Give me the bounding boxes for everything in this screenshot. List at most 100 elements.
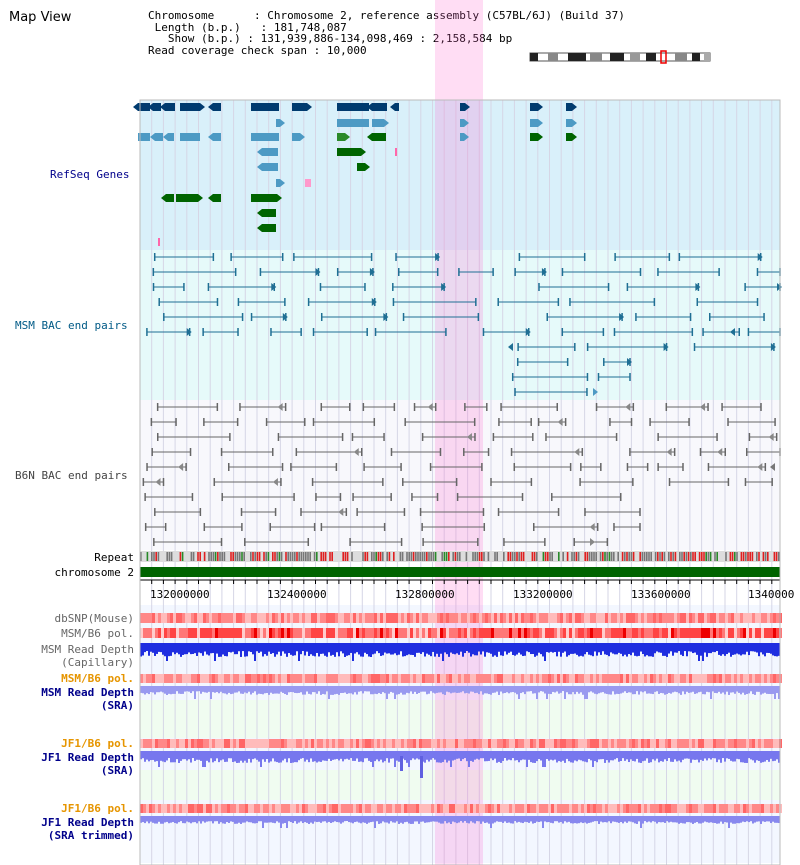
depth-bar <box>174 751 176 763</box>
depth-bar <box>628 686 630 693</box>
depth-bar <box>608 816 610 822</box>
depth-bar <box>158 643 160 652</box>
depth-bar <box>344 643 346 657</box>
depth-bar <box>504 686 506 693</box>
depth-bar <box>648 816 650 822</box>
heat-cell <box>548 739 551 748</box>
depth-bar <box>346 816 348 822</box>
repeat-feature <box>604 552 606 561</box>
heat-cell <box>641 628 644 638</box>
heat-cell <box>614 613 617 623</box>
heat-cell <box>140 739 143 748</box>
heat-cell <box>302 739 305 748</box>
heat-cell <box>218 804 221 813</box>
depth-bar <box>232 816 234 822</box>
heat-cell <box>620 613 623 623</box>
depth-bar <box>148 816 150 824</box>
page-title: Map View <box>9 10 72 25</box>
heat-cell <box>593 613 596 623</box>
depth-bar <box>278 643 280 652</box>
heat-cell <box>563 674 566 683</box>
depth-bar <box>146 816 148 822</box>
depth-bar <box>220 643 222 657</box>
depth-bar <box>772 686 774 694</box>
heat-cell <box>590 674 593 683</box>
depth-bar <box>764 816 766 822</box>
heat-cell <box>167 613 170 623</box>
gene-feature <box>566 103 572 111</box>
depth-bar <box>430 643 432 657</box>
heat-cell <box>263 739 266 748</box>
bac-end-arrow <box>717 448 723 456</box>
depth-bar <box>704 686 706 695</box>
heat-cell <box>341 739 344 748</box>
heat-cell <box>461 804 464 813</box>
depth-bar <box>338 686 340 695</box>
bac-end-arrow <box>371 298 377 306</box>
heat-cell <box>776 628 779 638</box>
depth-bar <box>522 751 524 760</box>
heat-cell <box>734 739 737 748</box>
depth-bar <box>308 643 310 657</box>
heat-cell <box>548 674 551 683</box>
depth-bar <box>302 816 304 824</box>
heat-cell <box>230 804 233 813</box>
chromosome-label: chromosome 2 <box>54 566 134 579</box>
depth-bar <box>200 643 202 654</box>
depth-bar <box>184 686 186 692</box>
depth-bar <box>308 686 310 694</box>
heat-cell <box>389 613 392 623</box>
depth-bar <box>500 643 502 656</box>
heat-cell <box>191 804 194 813</box>
heat-cell <box>152 739 155 748</box>
depth-bar <box>340 751 342 759</box>
depth-bar <box>690 643 692 652</box>
depth-bar <box>336 643 338 653</box>
depth-bar <box>160 816 162 824</box>
heat-cell <box>320 628 323 638</box>
depth-bar <box>770 751 772 759</box>
heat-cell <box>206 804 209 813</box>
heat-cell <box>584 674 587 683</box>
heat-cell <box>458 804 461 813</box>
heat-cell <box>533 804 536 813</box>
heat-cell <box>533 674 536 683</box>
depth-bar <box>714 686 716 693</box>
heat-cell <box>482 613 485 623</box>
depth-bar <box>520 751 522 761</box>
repeat-feature <box>371 552 373 561</box>
heat-cell <box>620 674 623 683</box>
depth-bar <box>442 643 444 661</box>
depth-bar <box>522 686 524 693</box>
depth-bar <box>692 816 694 824</box>
depth-bar <box>560 686 562 693</box>
depth-bar <box>306 686 308 692</box>
heat-cell <box>467 613 470 623</box>
depth-bar <box>324 686 326 695</box>
depth-bar <box>424 686 426 692</box>
depth-bar <box>696 686 698 694</box>
heat-cell <box>212 613 215 623</box>
depth-bar <box>428 816 430 823</box>
depth-bar <box>390 643 392 655</box>
depth-bar <box>382 816 384 822</box>
gene-arrow <box>538 119 543 127</box>
depth-bar <box>482 686 484 695</box>
depth-bar <box>174 686 176 694</box>
depth-bar <box>678 816 680 824</box>
heat-cell <box>569 739 572 748</box>
heat-cell <box>647 804 650 813</box>
depth-bar <box>596 816 598 822</box>
depth-bar <box>610 816 612 824</box>
depth-bar <box>396 751 398 761</box>
heat-cell <box>587 739 590 748</box>
depth-bar <box>196 643 198 656</box>
heat-cell <box>647 613 650 623</box>
heat-cell <box>593 739 596 748</box>
heat-cell <box>521 804 524 813</box>
heat-cell <box>626 739 629 748</box>
heat-cell <box>659 674 662 683</box>
depth-bar <box>650 751 652 763</box>
heat-cell <box>518 628 521 638</box>
